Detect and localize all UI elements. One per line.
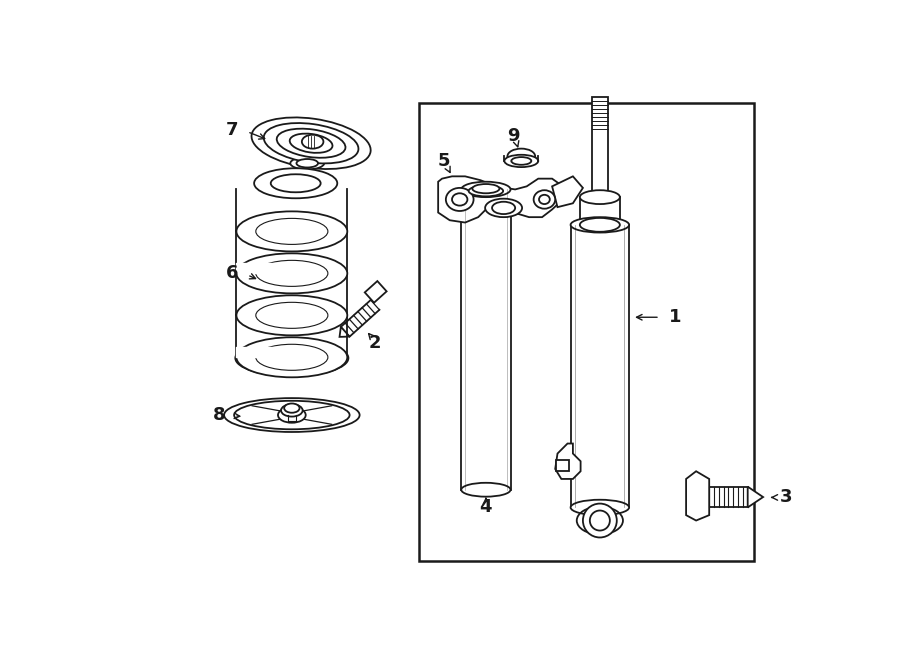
Text: 2: 2 xyxy=(369,334,382,352)
Ellipse shape xyxy=(275,352,309,364)
Ellipse shape xyxy=(446,188,473,211)
Ellipse shape xyxy=(590,510,610,531)
Ellipse shape xyxy=(580,190,620,204)
Ellipse shape xyxy=(284,403,300,412)
Ellipse shape xyxy=(281,405,302,416)
Ellipse shape xyxy=(485,199,522,217)
Polygon shape xyxy=(438,176,562,223)
Text: 7: 7 xyxy=(226,121,238,139)
Ellipse shape xyxy=(504,155,538,167)
Bar xyxy=(556,461,569,471)
Ellipse shape xyxy=(508,149,536,164)
Ellipse shape xyxy=(462,483,510,496)
Ellipse shape xyxy=(276,129,346,158)
Ellipse shape xyxy=(278,407,306,423)
Ellipse shape xyxy=(302,135,323,149)
Ellipse shape xyxy=(539,195,550,204)
Ellipse shape xyxy=(264,123,358,163)
Ellipse shape xyxy=(452,193,467,206)
Polygon shape xyxy=(339,327,349,337)
Ellipse shape xyxy=(271,175,320,192)
Ellipse shape xyxy=(237,253,347,293)
Ellipse shape xyxy=(235,340,348,376)
Ellipse shape xyxy=(251,118,371,169)
Ellipse shape xyxy=(234,401,349,429)
Ellipse shape xyxy=(571,217,629,233)
Ellipse shape xyxy=(237,337,347,377)
Ellipse shape xyxy=(258,347,325,369)
Text: 1: 1 xyxy=(669,308,681,327)
Polygon shape xyxy=(555,444,580,479)
Ellipse shape xyxy=(472,184,500,193)
Ellipse shape xyxy=(469,186,503,196)
Ellipse shape xyxy=(254,169,338,198)
Polygon shape xyxy=(364,281,387,303)
Ellipse shape xyxy=(237,212,347,251)
Bar xyxy=(592,97,608,200)
Text: 3: 3 xyxy=(780,488,792,506)
Polygon shape xyxy=(748,486,763,508)
Ellipse shape xyxy=(571,500,629,515)
Bar xyxy=(580,197,620,225)
Text: 9: 9 xyxy=(508,126,520,145)
Ellipse shape xyxy=(296,159,318,167)
Bar xyxy=(418,103,754,561)
Polygon shape xyxy=(686,471,709,520)
Ellipse shape xyxy=(224,398,360,432)
Ellipse shape xyxy=(511,157,531,165)
Polygon shape xyxy=(552,176,583,207)
Ellipse shape xyxy=(291,157,324,169)
Ellipse shape xyxy=(534,190,555,209)
Ellipse shape xyxy=(583,504,617,537)
Text: 5: 5 xyxy=(438,152,451,170)
Ellipse shape xyxy=(580,218,620,232)
Ellipse shape xyxy=(462,182,510,197)
Text: 4: 4 xyxy=(480,498,492,516)
Ellipse shape xyxy=(237,295,347,335)
Ellipse shape xyxy=(290,134,332,153)
Bar xyxy=(461,190,510,490)
Ellipse shape xyxy=(492,202,515,214)
Text: 8: 8 xyxy=(212,406,225,424)
Bar xyxy=(571,225,629,508)
Text: 6: 6 xyxy=(226,264,238,282)
